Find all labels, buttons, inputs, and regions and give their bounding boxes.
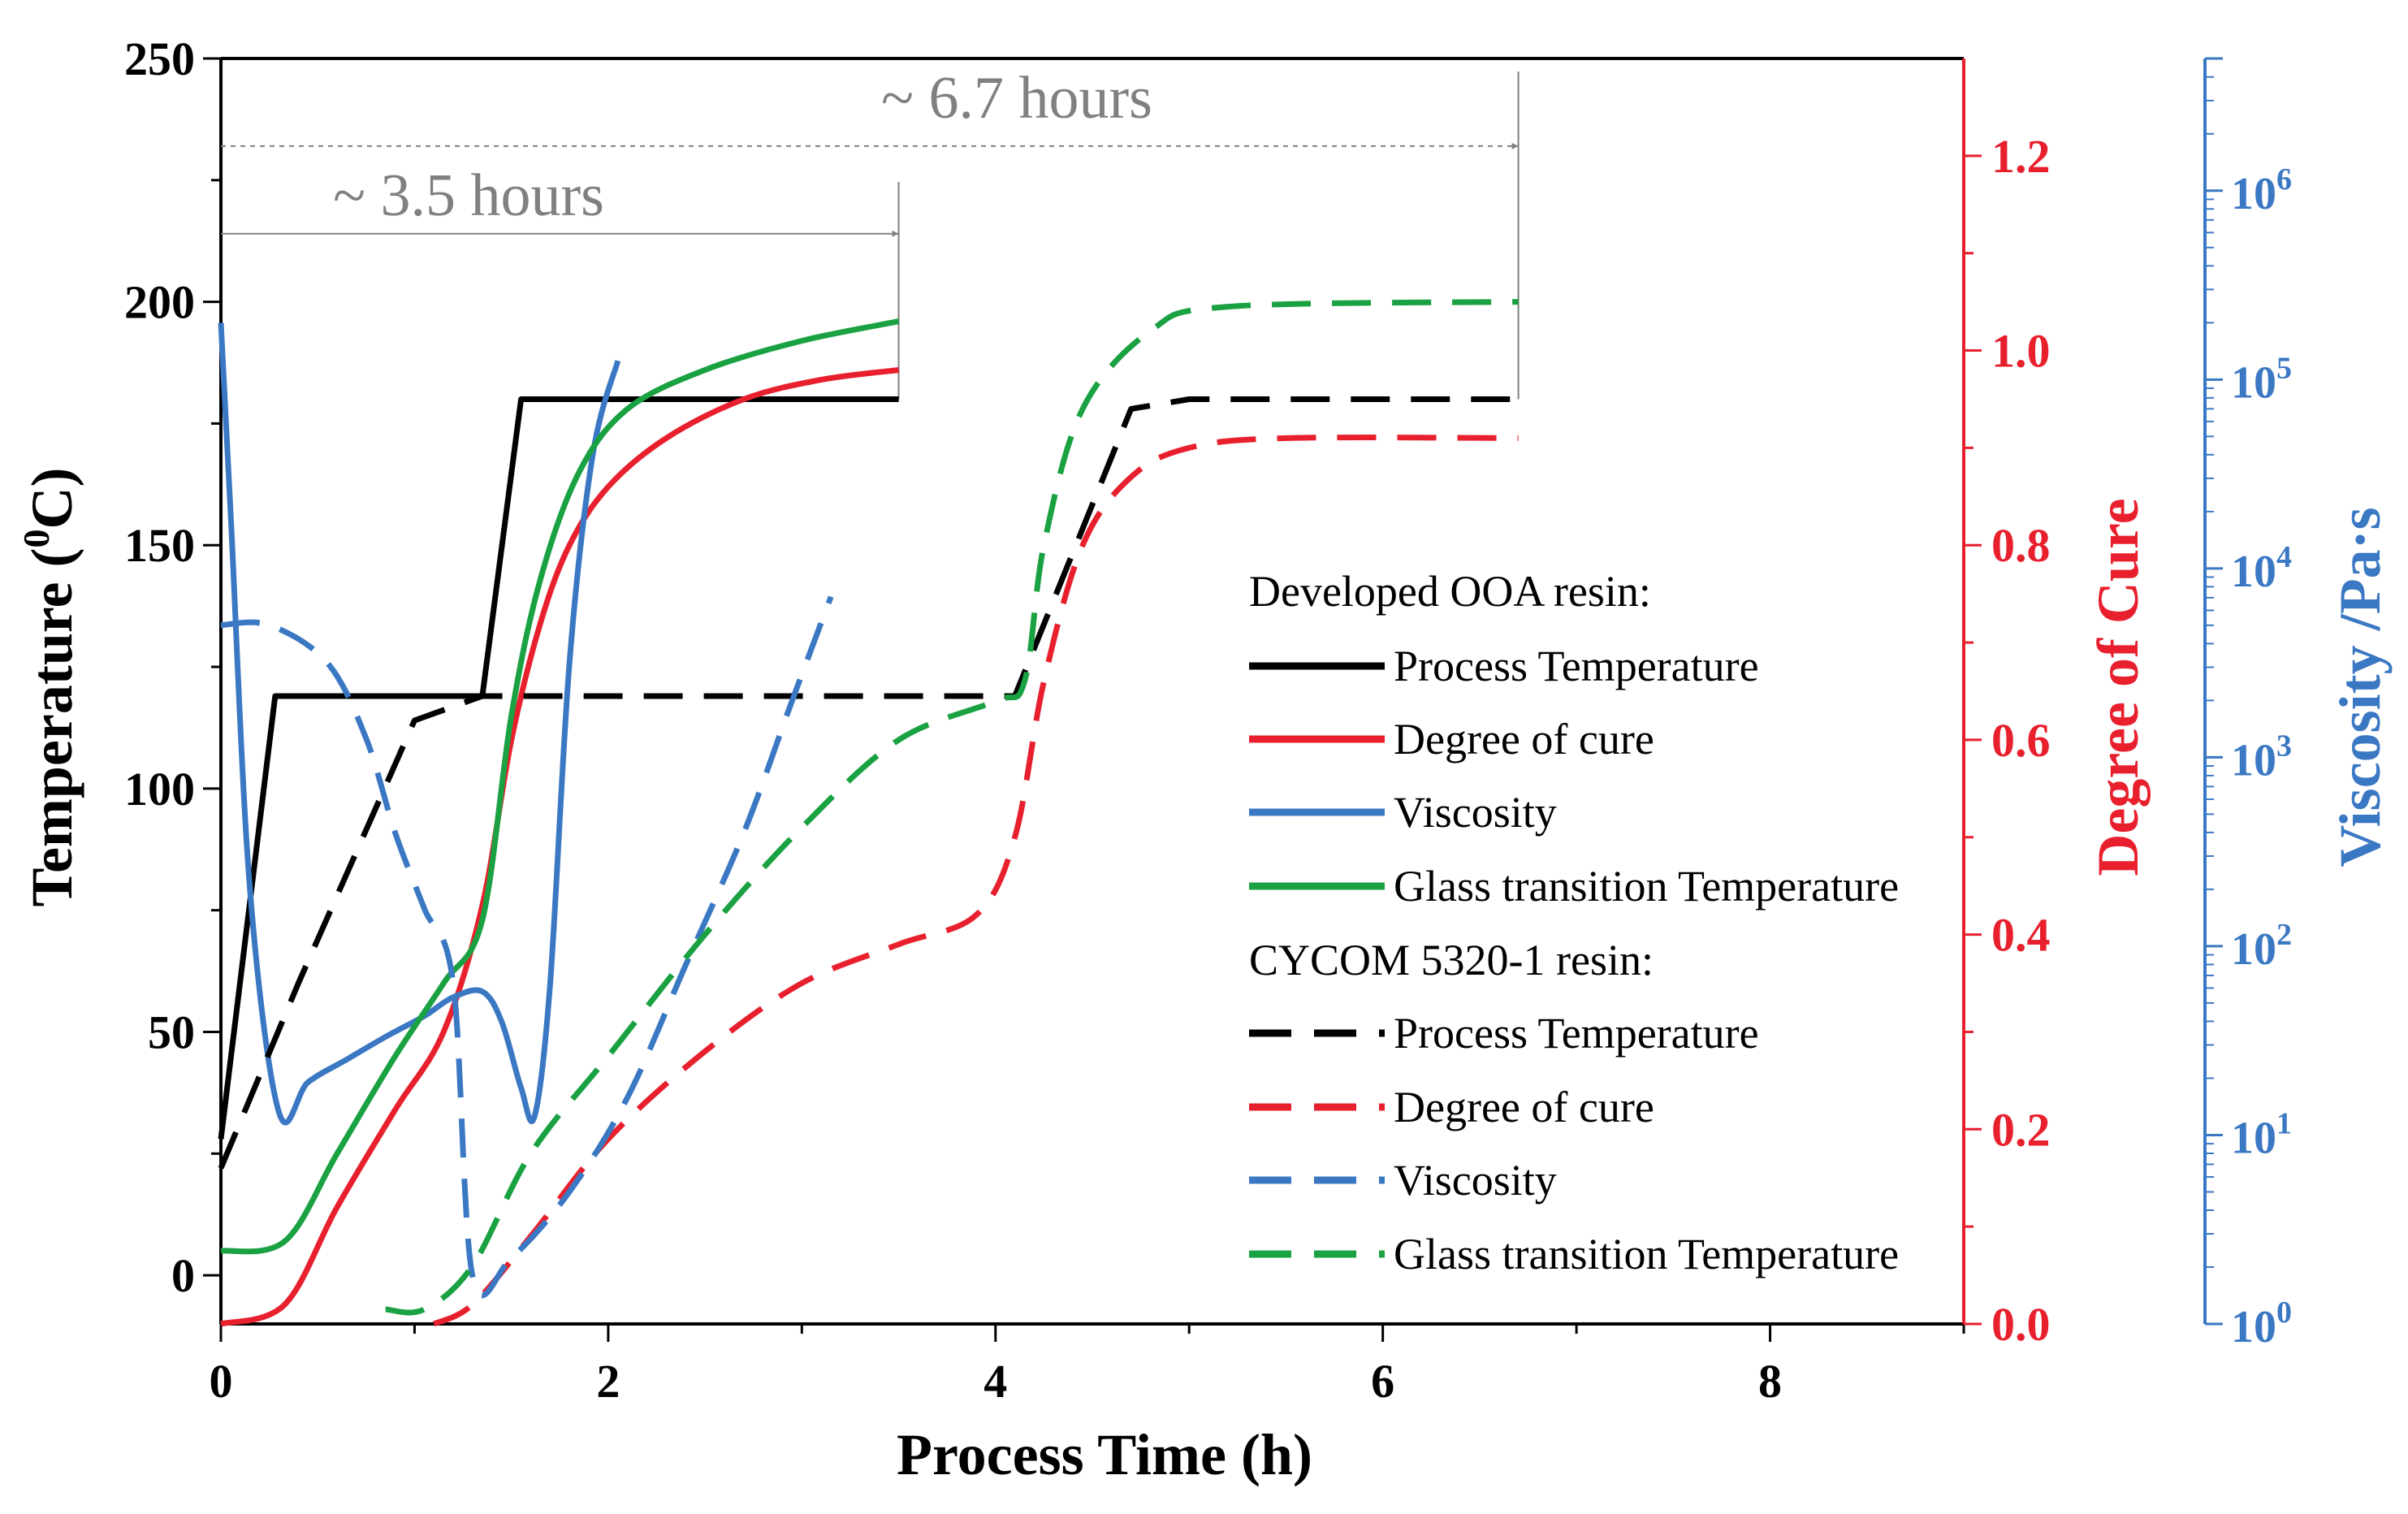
y-viscosity-tick-label: 101	[2231, 1106, 2292, 1163]
y-viscosity-tick-label: 100	[2231, 1296, 2292, 1352]
legend-group1-title: Developed OOA resin:	[1249, 567, 1651, 616]
y-left-tick-label: 150	[124, 519, 195, 572]
series-line-developed-ooa-resin-viscosity	[218, 322, 621, 1126]
series-line-cycom-5320-1-resin-glass-transition-temperature	[385, 299, 1519, 1316]
y-left-tick-label: 250	[124, 32, 195, 85]
y-viscosity-tick-exponent: 1	[2276, 1106, 2292, 1140]
series-line-cycom-5320-1-resin-process-temperature	[218, 396, 1519, 1170]
series-line-developed-ooa-resin-degree-of-cure	[219, 367, 900, 1327]
legend-label-cycom-tg: Glass transition Temperature	[1394, 1230, 1899, 1278]
legend-label-ooa-temperature: Process Temperature	[1394, 642, 1759, 690]
y-cure-tick-label: 0.8	[1991, 519, 2051, 572]
y-viscosity-tick-base: 10	[2231, 547, 2276, 597]
plot-frame	[219, 57, 2207, 1326]
y-cure-tick-label: 0.6	[1991, 714, 2051, 767]
series-line-cycom-5320-1-resin-viscosity	[220, 595, 834, 1299]
y-cure-tick-label: 0.0	[1991, 1298, 2051, 1351]
y-viscosity-tick-exponent: 3	[2276, 729, 2292, 763]
series-line-cycom-5320-1-resin-degree-of-cure	[432, 435, 1519, 1327]
y-left-title-main: Temperature (	[19, 548, 84, 907]
y-viscosity-tick-label: 102	[2231, 918, 2292, 975]
x-tick-label: 4	[984, 1355, 1007, 1408]
y-viscosity-tick-exponent: 6	[2276, 162, 2292, 197]
legend: Developed OOA resin: Process Temperature…	[1249, 567, 1899, 1278]
x-tick-label: 0	[210, 1355, 233, 1408]
y-right-viscosity-axis-title: Viscosity /Pa·s	[2328, 507, 2393, 867]
y-left-tick-label: 100	[124, 763, 195, 815]
x-axis-title: Process Time (h)	[897, 1422, 1312, 1487]
y-viscosity-tick-base: 10	[2231, 735, 2276, 785]
legend-label-ooa-viscosity: Viscosity	[1394, 788, 1557, 837]
y-viscosity-tick-base: 10	[2231, 924, 2276, 975]
y-viscosity-tick-label: 106	[2231, 162, 2292, 219]
y-viscosity-tick-exponent: 4	[2276, 540, 2292, 574]
y-viscosity-tick-base: 10	[2231, 1113, 2276, 1163]
y-viscosity-tick-base: 10	[2231, 1302, 2276, 1352]
y-viscosity-tick-label: 105	[2231, 351, 2292, 408]
legend-label-cycom-viscosity: Viscosity	[1394, 1156, 1557, 1205]
y-cure-tick-label: 1.0	[1991, 325, 2051, 378]
x-tick-label: 2	[596, 1355, 620, 1408]
y-viscosity-tick-base: 10	[2231, 169, 2276, 219]
legend-group2-title: CYCOM 5320-1 resin:	[1249, 936, 1654, 984]
y-left-title-end: C)	[19, 468, 84, 530]
ticks-layer: 0 2 4 6 80501001502002500.00.20.40.60.81.01.…	[124, 32, 2292, 1408]
x-tick-label: 8	[1758, 1355, 1782, 1408]
y-cure-tick-label: 1.2	[1991, 130, 2051, 183]
series-line-developed-ooa-resin-glass-transition-temperature	[220, 318, 900, 1255]
y-viscosity-tick-base: 10	[2231, 357, 2276, 408]
x-tick-label: 6	[1371, 1355, 1394, 1408]
y-left-title-sup: 0	[15, 530, 57, 548]
legend-label-cycom-cure: Degree of cure	[1394, 1083, 1654, 1131]
y-viscosity-tick-exponent: 0	[2276, 1296, 2292, 1330]
y-right-cure-axis-title: Degree of Cure	[2086, 498, 2151, 876]
y-left-tick-label: 200	[124, 276, 195, 329]
series-layer	[218, 299, 1519, 1327]
y-viscosity-tick-label: 104	[2231, 540, 2292, 597]
annotation-long-label: ~ 6.7 hours	[881, 65, 1152, 132]
legend-label-ooa-tg: Glass transition Temperature	[1394, 862, 1899, 911]
y-left-tick-label: 50	[148, 1006, 195, 1058]
y-left-tick-label: 0	[171, 1249, 195, 1302]
y-cure-tick-label: 0.4	[1991, 909, 2051, 962]
y-viscosity-tick-exponent: 5	[2276, 351, 2292, 385]
legend-label-ooa-cure: Degree of cure	[1394, 715, 1654, 763]
y-left-axis-title: Temperature (0C)	[15, 468, 84, 907]
annotation-short-label: ~ 3.5 hours	[333, 162, 604, 229]
y-viscosity-tick-exponent: 2	[2276, 918, 2292, 952]
y-viscosity-tick-label: 103	[2231, 729, 2292, 785]
legend-label-cycom-temperature: Process Temperature	[1394, 1009, 1759, 1058]
y-cure-tick-label: 0.2	[1991, 1103, 2051, 1156]
annotation-layer: ~ 6.7 hours ~ 3.5 hours	[221, 65, 1520, 400]
